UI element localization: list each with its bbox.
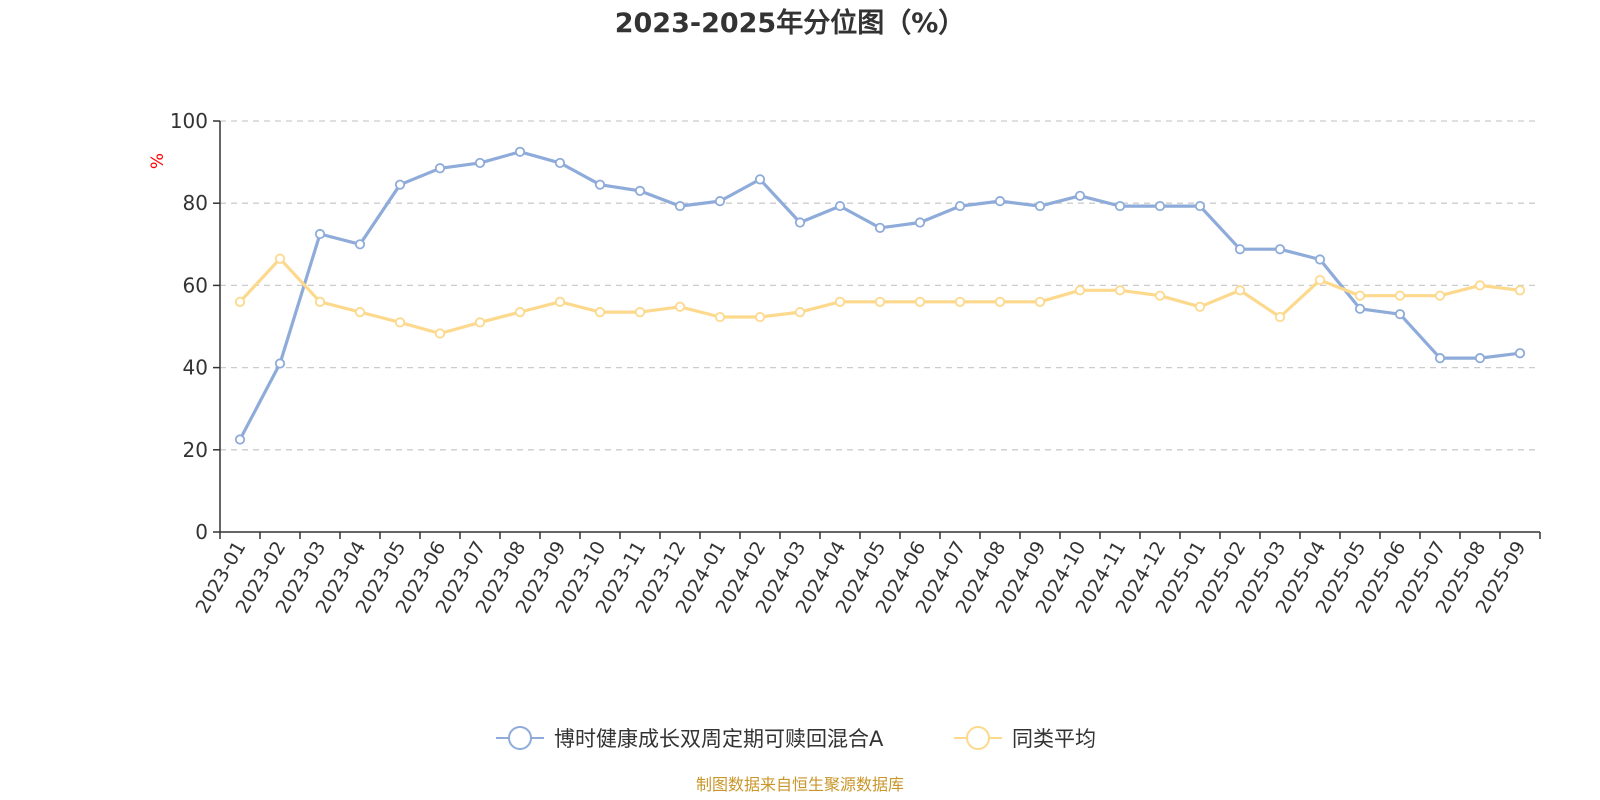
y-tick-label: 20 [183, 438, 208, 462]
data-point [234, 434, 246, 445]
data-point [834, 296, 846, 307]
legend-item-2[interactable]: 同类平均 [954, 726, 1096, 751]
chart-title: 2023-2025年分位图（%） [615, 7, 966, 39]
data-point [1474, 353, 1486, 364]
series-line [238, 150, 1522, 442]
legend[interactable]: 博时健康成长双周定期可赎回混合A 同类平均 [496, 726, 1096, 751]
legend-marker [508, 726, 532, 750]
data-point [714, 196, 726, 207]
data-point [714, 311, 726, 323]
data-point [594, 179, 606, 190]
data-point [274, 253, 286, 264]
data-point [1154, 290, 1166, 301]
y-tick-label: 100 [170, 109, 208, 133]
data-point [1234, 285, 1246, 296]
data-point [1074, 190, 1086, 201]
data-point [354, 307, 366, 318]
data-point [954, 296, 966, 307]
data-point [1474, 280, 1486, 291]
legend-marker [966, 726, 990, 750]
source-note: 制图数据来自恒生聚源数据库 [696, 775, 904, 794]
data-point [994, 196, 1006, 207]
series-lines [234, 146, 1526, 445]
data-point [394, 179, 406, 190]
data-point [474, 317, 486, 328]
data-point [674, 200, 686, 212]
data-point [1194, 200, 1206, 212]
data-point [1514, 285, 1526, 296]
y-tick-label: 0 [195, 520, 208, 544]
data-point [1314, 274, 1326, 286]
data-point [674, 301, 686, 312]
data-point [1434, 290, 1446, 301]
data-point [1514, 348, 1526, 359]
data-point [474, 157, 486, 169]
legend-item-1[interactable]: 博时健康成长双周定期可赎回混合A [496, 726, 884, 751]
data-point [394, 317, 406, 328]
series-1 [234, 146, 1526, 445]
data-point [1274, 311, 1286, 323]
y-tick-label: 80 [183, 191, 208, 215]
y-axis-ticks: 0 20 40 60 80 100 [170, 109, 220, 544]
data-point [954, 200, 966, 212]
y-tick-label: 40 [183, 356, 208, 380]
data-point [1314, 254, 1326, 265]
gridlines [220, 120, 1540, 451]
data-point [634, 185, 646, 196]
data-point [1114, 200, 1126, 212]
data-point [1194, 301, 1206, 312]
data-point [434, 163, 446, 174]
data-point [554, 296, 566, 307]
data-point [314, 228, 326, 240]
data-point [1114, 285, 1126, 296]
legend-label: 同类平均 [1012, 727, 1096, 751]
data-point [874, 296, 886, 307]
data-point [994, 296, 1006, 307]
data-point [354, 239, 366, 250]
data-point [1434, 353, 1446, 364]
data-point [1354, 290, 1366, 301]
axes [219, 121, 1540, 533]
data-point [1154, 200, 1166, 212]
data-point [434, 328, 446, 339]
data-point [594, 307, 606, 318]
data-point [554, 157, 566, 169]
y-axis-label: % [148, 153, 168, 169]
data-point [914, 217, 926, 228]
data-point [514, 146, 526, 157]
data-point [634, 307, 646, 318]
data-point [314, 296, 326, 307]
data-point [514, 307, 526, 318]
data-point [1034, 200, 1046, 212]
data-point [1394, 290, 1406, 301]
data-point [1274, 244, 1286, 255]
data-point [754, 174, 766, 185]
y-tick-label: 60 [183, 273, 208, 297]
data-point [274, 358, 286, 369]
data-point [754, 311, 766, 323]
series-2 [234, 253, 1526, 339]
data-point [1354, 303, 1366, 314]
data-point [1394, 309, 1406, 320]
data-point [1034, 296, 1046, 307]
data-point [1074, 285, 1086, 296]
data-point [234, 296, 246, 307]
x-axis-ticks: 2023-012023-022023-032023-042023-052023-… [192, 532, 1541, 617]
data-point [834, 200, 846, 212]
data-point [874, 222, 886, 233]
data-point [794, 217, 806, 228]
legend-label: 博时健康成长双周定期可赎回混合A [554, 727, 884, 751]
data-point [914, 296, 926, 307]
data-point [794, 307, 806, 318]
data-point [1234, 244, 1246, 255]
